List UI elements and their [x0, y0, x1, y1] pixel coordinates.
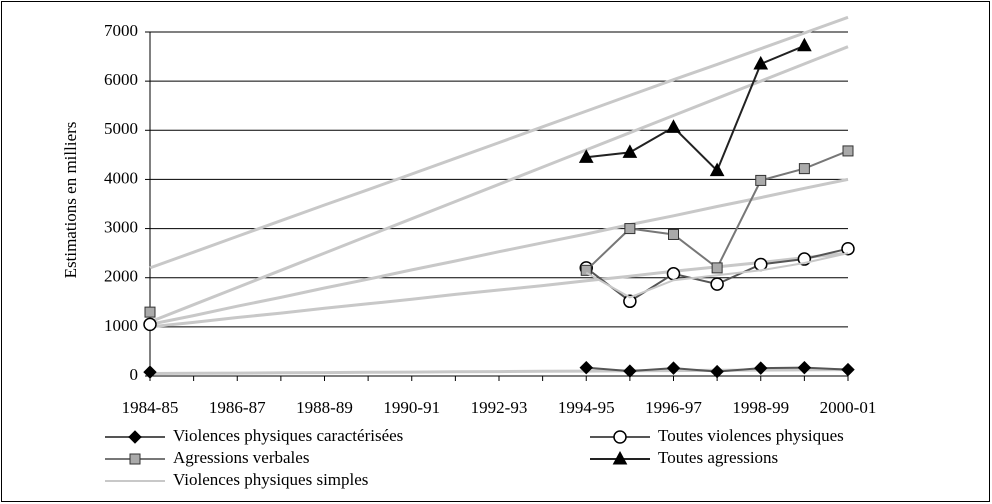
- legend-label: Agressions verbales: [173, 448, 309, 467]
- data-point: [710, 364, 724, 379]
- data-point: [841, 362, 855, 377]
- data-point: [580, 264, 592, 276]
- data-point: [710, 277, 724, 291]
- data-point: [143, 317, 157, 332]
- y-tick-label: 5000: [104, 119, 138, 138]
- data-point: [798, 163, 810, 175]
- data-point: [144, 306, 156, 318]
- data-point: [143, 365, 157, 379]
- data-point: [754, 361, 768, 375]
- data-point: [666, 119, 681, 133]
- data-point: [578, 149, 594, 163]
- legend-marker: [128, 430, 142, 444]
- trend-line: [149, 15, 849, 270]
- y-axis-label: Estimations en milliers: [61, 122, 80, 279]
- y-tick-label: 3000: [104, 217, 138, 236]
- legend-label: Toutes agressions: [658, 448, 778, 467]
- x-tick-label: 1986-87: [209, 398, 266, 417]
- data-point: [797, 360, 812, 375]
- data-point: [711, 262, 723, 274]
- x-tick-label: 1994-95: [558, 398, 615, 417]
- x-tick-label: 1990-91: [383, 398, 440, 417]
- legend-marker: [612, 450, 628, 465]
- data-point: [666, 361, 681, 375]
- data-point: [753, 55, 769, 70]
- legend-label: Toutes violences physiques: [658, 426, 844, 445]
- data-point: [709, 162, 725, 177]
- x-tick-label: 1998-99: [732, 398, 789, 417]
- data-point: [841, 241, 855, 256]
- x-tick-label: 2000-01: [820, 398, 877, 417]
- data-point: [622, 144, 638, 158]
- data-point: [755, 174, 767, 186]
- legend-marker: [129, 453, 141, 465]
- y-tick-label: 2000: [104, 267, 138, 286]
- trend-line: [149, 177, 849, 326]
- x-tick-label: 1988-89: [296, 398, 353, 417]
- data-point: [668, 228, 679, 240]
- x-tick-label: 1996-97: [645, 398, 702, 417]
- data-point: [666, 267, 681, 281]
- data-point: [842, 145, 854, 157]
- data-point: [797, 37, 812, 52]
- y-tick-label: 1000: [104, 316, 138, 335]
- data-point: [623, 364, 637, 378]
- data-point: [624, 223, 636, 235]
- x-tick-label: 1992-93: [471, 398, 528, 417]
- series-line: [586, 44, 805, 173]
- data-point: [623, 294, 637, 309]
- y-tick-label: 0: [130, 365, 139, 384]
- y-tick-label: 4000: [104, 168, 138, 187]
- data-point: [579, 360, 593, 375]
- legend-label: Violences physiques caractérisées: [173, 426, 403, 445]
- trend-line: [149, 251, 849, 329]
- x-tick-label: 1984-85: [122, 398, 179, 417]
- y-tick-label: 7000: [104, 21, 138, 40]
- legend-marker: [613, 430, 627, 444]
- y-tick-label: 6000: [104, 70, 138, 89]
- trend-line: [149, 45, 849, 324]
- legend-label: Violences physiques simples: [173, 470, 368, 489]
- series-line: [585, 252, 849, 299]
